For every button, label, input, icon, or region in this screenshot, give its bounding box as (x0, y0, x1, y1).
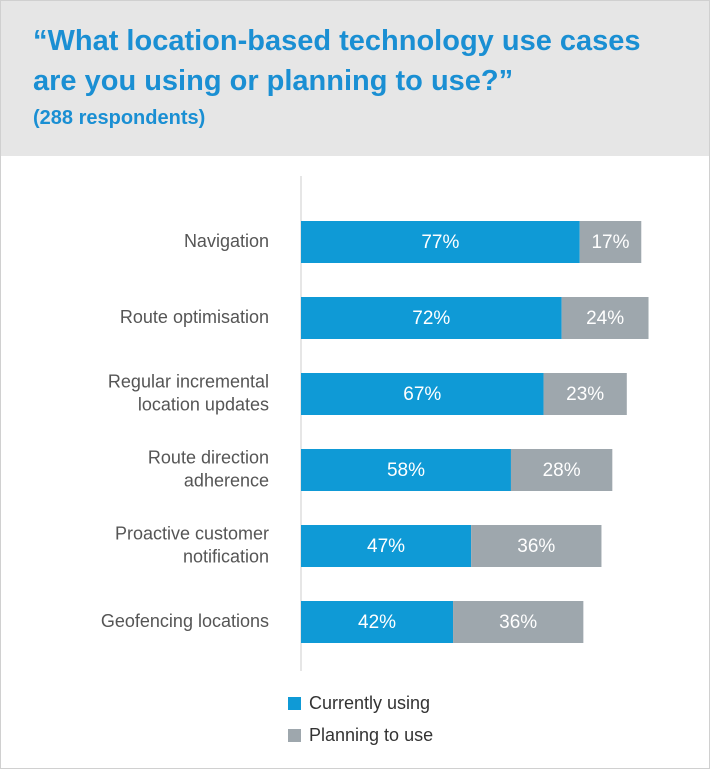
bar-segment (561, 297, 649, 339)
value-label: 36% (517, 536, 555, 557)
value-label: 72% (412, 308, 450, 329)
value-label: 67% (403, 384, 441, 405)
value-label: 58% (387, 460, 425, 481)
bar-segment (453, 601, 584, 643)
legend-label: Planning to use (309, 725, 433, 745)
value-label: 24% (586, 308, 624, 329)
bar-segment (301, 525, 472, 567)
category-label: Proactive customer notification (115, 523, 269, 566)
bar-segment (543, 373, 627, 415)
bar-segment (301, 297, 562, 339)
category-label: Route direction adherence (148, 447, 269, 490)
category-label: Geofencing locations (101, 611, 269, 631)
bar-segment (471, 525, 602, 567)
value-label: 77% (421, 232, 459, 253)
value-label: 36% (499, 612, 537, 633)
legend-swatch (288, 697, 301, 710)
value-label: 23% (566, 384, 604, 405)
bar-segment (579, 221, 642, 263)
legend-swatch (288, 729, 301, 742)
category-label: Navigation (184, 231, 269, 251)
chart: Navigation 77% 17% Route optimisation 72% 24%… (101, 176, 649, 745)
header: “What location-based technology use case… (1, 1, 709, 156)
category-label: Regular incremental location updates (108, 371, 269, 414)
bar-segment (301, 221, 580, 263)
bar-segment (301, 449, 511, 491)
value-label: 17% (591, 232, 629, 253)
chart-subtitle: (288 respondents) (33, 107, 206, 129)
bar-segment (510, 449, 613, 491)
legend-label: Currently using (309, 693, 430, 713)
value-label: 47% (367, 536, 405, 557)
bar-segment (301, 601, 454, 643)
category-label: Route optimisation (120, 307, 269, 327)
chart-title: “What location-based technology use case… (33, 25, 641, 97)
bar-segment (301, 373, 544, 415)
value-label: 42% (358, 612, 396, 633)
value-label: 28% (543, 460, 581, 481)
